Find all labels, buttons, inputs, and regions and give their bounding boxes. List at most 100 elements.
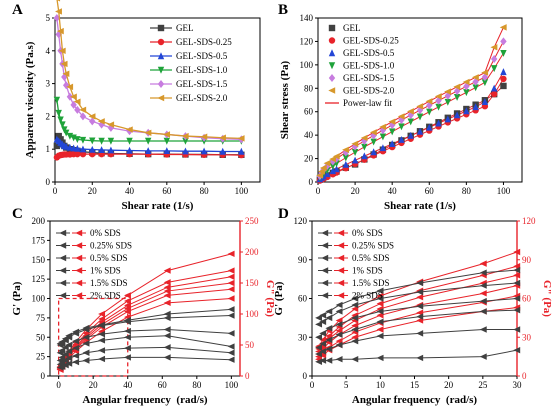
data-point bbox=[513, 279, 521, 287]
data-point bbox=[379, 123, 387, 131]
data-point bbox=[453, 83, 461, 90]
x-tick-label: 5 bbox=[344, 380, 349, 390]
data-point bbox=[319, 357, 327, 364]
data-point bbox=[479, 269, 487, 276]
data-point bbox=[126, 137, 133, 145]
data-point bbox=[479, 353, 487, 360]
data-point bbox=[416, 113, 424, 121]
storage-series-2% SDS bbox=[56, 354, 235, 371]
y-tick-label: 30 bbox=[298, 332, 308, 342]
legend-marker bbox=[321, 267, 329, 274]
legend-label: 1% SDS bbox=[90, 266, 121, 276]
loss-series-0% SDS bbox=[315, 248, 521, 350]
data-point bbox=[107, 123, 115, 132]
legend-marker bbox=[59, 279, 67, 287]
data-point bbox=[325, 357, 333, 364]
y-tick-label: 120 bbox=[294, 216, 308, 226]
legend-marker bbox=[157, 94, 165, 102]
data-point bbox=[227, 306, 235, 313]
data-point bbox=[481, 79, 489, 87]
y-tick-label: 20 bbox=[304, 154, 314, 164]
data-point bbox=[107, 121, 115, 128]
data-point bbox=[227, 295, 235, 302]
data-point bbox=[376, 300, 384, 307]
data-point bbox=[70, 100, 77, 109]
legend-marker bbox=[75, 229, 83, 237]
x-tick-label: 20 bbox=[89, 380, 99, 390]
data-point bbox=[227, 273, 235, 280]
data-point bbox=[124, 292, 131, 299]
data-point bbox=[62, 81, 70, 90]
data-point bbox=[82, 357, 90, 364]
y-tick-label: 0 bbox=[309, 177, 314, 187]
storage-series-1.5% SDS bbox=[56, 344, 235, 368]
y-right-tick-label: 60 bbox=[522, 294, 532, 304]
data-point bbox=[219, 147, 226, 155]
legend-label: GEL-SDS-0.5 bbox=[176, 51, 228, 61]
data-point bbox=[513, 272, 521, 279]
data-point bbox=[416, 279, 424, 287]
data-point bbox=[319, 348, 327, 355]
data-point bbox=[490, 55, 498, 63]
x-axis-title: Shear rate (1/s) bbox=[384, 200, 456, 212]
data-point bbox=[53, 142, 61, 150]
data-point bbox=[335, 331, 343, 338]
data-point bbox=[61, 351, 69, 358]
data-point bbox=[376, 318, 384, 325]
data-point bbox=[462, 78, 470, 86]
data-point bbox=[82, 326, 90, 333]
data-point bbox=[379, 144, 387, 152]
x-tick-label: 20 bbox=[351, 186, 361, 196]
data-point bbox=[397, 113, 405, 120]
data-point bbox=[315, 344, 323, 351]
data-point bbox=[453, 93, 461, 101]
data-point bbox=[79, 150, 87, 158]
legend-label: GEL bbox=[176, 23, 194, 33]
data-point bbox=[72, 344, 80, 352]
data-point bbox=[351, 314, 359, 322]
y-right-axis-title: G" (Pa) bbox=[264, 280, 276, 317]
y-tick-label: 0 bbox=[41, 371, 46, 381]
data-point bbox=[79, 112, 87, 121]
legend-label: GEL-SDS-1.5 bbox=[343, 73, 395, 83]
data-point bbox=[163, 131, 171, 138]
data-point bbox=[227, 356, 235, 363]
data-point bbox=[163, 314, 171, 322]
x-tick-label: 25 bbox=[478, 380, 488, 390]
data-point bbox=[65, 360, 73, 367]
data-point bbox=[53, 96, 61, 104]
legend-label: GEL-SDS-1.0 bbox=[343, 61, 395, 71]
data-point bbox=[342, 154, 350, 162]
y-right-tick-label: 120 bbox=[522, 216, 536, 226]
x-tick-label: 40 bbox=[125, 186, 135, 196]
x-tick-label: 60 bbox=[162, 186, 172, 196]
data-point bbox=[513, 295, 521, 302]
legend-marker bbox=[75, 267, 83, 274]
legend-marker bbox=[328, 24, 336, 32]
data-point bbox=[55, 132, 62, 140]
data-point bbox=[513, 266, 521, 274]
legend-marker bbox=[157, 24, 165, 32]
legend-marker bbox=[321, 254, 329, 262]
y-tick-label: 150 bbox=[32, 255, 46, 265]
data-point bbox=[72, 330, 80, 337]
data-point bbox=[360, 134, 368, 142]
data-point bbox=[369, 129, 377, 136]
legend-marker bbox=[59, 267, 67, 274]
x-axis-title: Angular frequency (rad/s) bbox=[82, 394, 208, 406]
y-right-tick-label: 0 bbox=[245, 371, 250, 381]
x-tick-label: 80 bbox=[462, 186, 472, 196]
legend-marker bbox=[337, 292, 345, 299]
panel-letter: D bbox=[278, 206, 289, 222]
legend-marker bbox=[328, 49, 336, 57]
y-right-tick-label: 30 bbox=[522, 332, 532, 342]
data-point bbox=[238, 147, 245, 155]
data-point bbox=[472, 103, 479, 111]
loss-series-0.25% SDS bbox=[315, 263, 521, 353]
storage-series-1.5% SDS bbox=[315, 326, 521, 358]
data-point bbox=[200, 133, 208, 140]
data-point bbox=[66, 92, 74, 101]
legend-label: 0.5% SDS bbox=[90, 253, 128, 263]
data-point bbox=[237, 135, 245, 142]
y-axis-title: G' (Pa) bbox=[11, 281, 23, 315]
